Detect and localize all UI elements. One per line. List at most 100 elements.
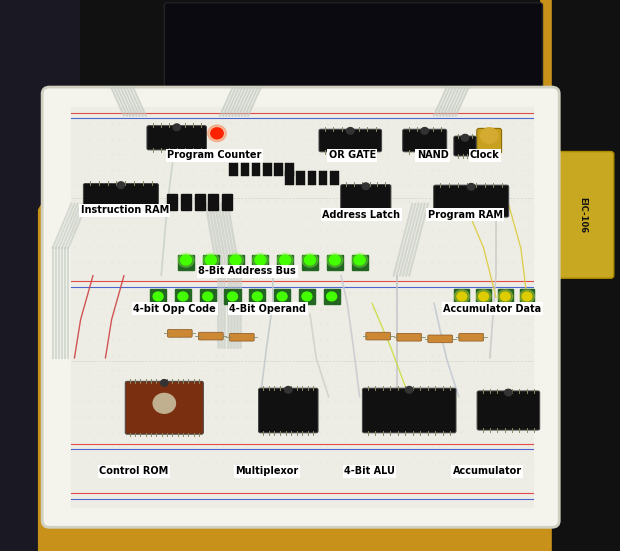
Circle shape (421, 128, 428, 134)
FancyBboxPatch shape (259, 388, 318, 433)
Polygon shape (81, 0, 539, 121)
FancyBboxPatch shape (362, 388, 456, 433)
FancyBboxPatch shape (477, 128, 502, 154)
Text: Address Latch: Address Latch (322, 210, 401, 220)
Bar (330, 171, 339, 185)
Bar (296, 171, 305, 185)
FancyBboxPatch shape (434, 185, 508, 217)
Bar (241, 163, 249, 176)
Circle shape (479, 292, 489, 301)
FancyBboxPatch shape (147, 126, 206, 150)
FancyBboxPatch shape (403, 129, 447, 152)
Circle shape (327, 253, 343, 267)
FancyBboxPatch shape (125, 381, 203, 434)
Text: Program RAM: Program RAM (428, 210, 503, 220)
Circle shape (173, 124, 180, 131)
FancyBboxPatch shape (552, 152, 614, 278)
Circle shape (252, 253, 268, 267)
FancyBboxPatch shape (167, 329, 192, 337)
Bar (308, 171, 316, 185)
FancyBboxPatch shape (428, 335, 453, 343)
Circle shape (178, 253, 194, 267)
Bar (274, 289, 290, 304)
Bar (252, 255, 268, 270)
Circle shape (498, 290, 513, 303)
Circle shape (153, 393, 175, 413)
Polygon shape (0, 0, 81, 551)
Circle shape (522, 292, 532, 301)
Bar (476, 289, 491, 304)
Bar (285, 163, 294, 176)
Text: Accumulator: Accumulator (453, 466, 521, 476)
Circle shape (329, 255, 340, 265)
Bar (249, 289, 265, 304)
Circle shape (354, 255, 365, 265)
Bar (167, 194, 177, 210)
Bar (352, 255, 368, 270)
Text: 4-bit Opp Code: 4-bit Opp Code (133, 304, 216, 314)
Text: Instruction RAM: Instruction RAM (81, 206, 169, 215)
Bar (178, 255, 194, 270)
Circle shape (362, 183, 370, 190)
FancyBboxPatch shape (164, 3, 542, 96)
Circle shape (255, 255, 266, 265)
Circle shape (347, 128, 354, 134)
Circle shape (520, 290, 534, 303)
Circle shape (304, 255, 316, 265)
Bar (224, 289, 241, 304)
Text: 4-Bit Operand: 4-Bit Operand (229, 304, 306, 314)
Circle shape (203, 253, 219, 267)
Bar (71, 107, 533, 507)
FancyBboxPatch shape (477, 391, 539, 430)
Circle shape (476, 290, 491, 303)
Bar (222, 194, 232, 210)
Bar (319, 171, 327, 185)
Bar (228, 255, 244, 270)
Text: 4-Bit ALU: 4-Bit ALU (344, 466, 395, 476)
Circle shape (352, 253, 368, 267)
Bar (263, 163, 272, 176)
Circle shape (280, 255, 291, 265)
Bar (552, 0, 620, 551)
Bar (302, 255, 318, 270)
Bar (195, 194, 205, 210)
Bar (299, 289, 315, 304)
Bar (203, 255, 219, 270)
FancyBboxPatch shape (42, 87, 559, 527)
Bar (175, 289, 191, 304)
Text: EIC-106: EIC-106 (578, 197, 587, 233)
Circle shape (228, 253, 244, 267)
Bar (285, 171, 294, 185)
FancyBboxPatch shape (319, 129, 381, 152)
Circle shape (454, 290, 469, 303)
Circle shape (327, 292, 337, 301)
Circle shape (405, 387, 413, 393)
Circle shape (467, 183, 475, 190)
FancyBboxPatch shape (229, 333, 254, 341)
Text: OR GATE: OR GATE (329, 150, 376, 160)
Circle shape (252, 292, 262, 301)
Circle shape (480, 128, 498, 143)
Circle shape (302, 253, 318, 267)
Bar (229, 163, 238, 176)
FancyBboxPatch shape (341, 185, 391, 214)
FancyBboxPatch shape (397, 333, 422, 341)
Circle shape (205, 255, 216, 265)
Bar (274, 163, 283, 176)
Text: Program Counter: Program Counter (167, 150, 262, 160)
Bar (327, 255, 343, 270)
Circle shape (457, 292, 467, 301)
Bar (252, 163, 260, 176)
Bar (324, 289, 340, 304)
Circle shape (211, 128, 223, 139)
Bar (181, 194, 191, 210)
Bar (150, 289, 166, 304)
Text: NAND: NAND (417, 150, 448, 160)
Text: Multiplexor: Multiplexor (236, 466, 299, 476)
Circle shape (203, 292, 213, 301)
FancyBboxPatch shape (454, 136, 476, 156)
FancyBboxPatch shape (366, 332, 391, 340)
Circle shape (208, 125, 226, 142)
FancyBboxPatch shape (83, 183, 159, 213)
Circle shape (277, 253, 293, 267)
